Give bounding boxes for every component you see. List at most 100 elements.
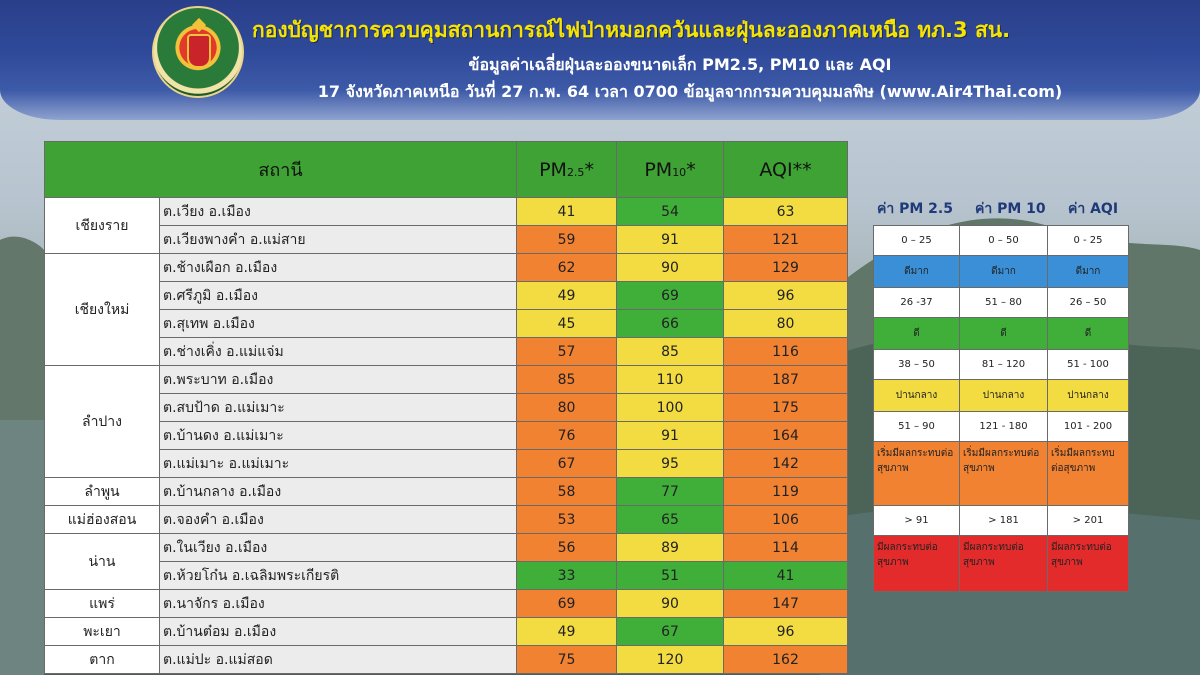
- province-cell: ลำพูน: [44, 477, 160, 506]
- aqi-value-cell: 41: [723, 561, 849, 590]
- aqi-value-cell: 162: [723, 645, 849, 674]
- legend-head-aqi: ค่า AQI: [1068, 201, 1119, 217]
- station-cell: ต.นาจักร อ.เมือง: [158, 589, 518, 618]
- province-cell: ตาก: [44, 645, 160, 674]
- table-row: ลำปาง ต.พระบาท อ.เมือง 85 110 187: [44, 365, 849, 478]
- pm10-value-cell: 120: [616, 645, 725, 674]
- legend-cell: 51 - 100: [1047, 349, 1129, 380]
- station-cell: ต.แม่เมาะ อ.แม่เมาะ: [158, 449, 518, 478]
- legend-cell: 81 – 120: [959, 349, 1048, 380]
- station-cell: ต.จองคำ อ.เมือง: [158, 505, 518, 534]
- aqi-value-cell: 147: [723, 589, 849, 618]
- pm25-value-cell: 56: [516, 533, 618, 562]
- legend-cell: 0 – 25: [873, 225, 960, 256]
- table-row: แม่ฮ่องสอน ต.จองคำ อ.เมือง 53 65 106: [44, 505, 849, 534]
- pm25-value-cell: 49: [516, 281, 618, 310]
- station-cell: ต.สุเทพ อ.เมือง: [158, 309, 518, 338]
- table-header-row: สถานี PM2.5* PM10* AQI**: [43, 141, 849, 198]
- table-row: น่าน ต.ในเวียง อ.เมือง 56 89 114: [44, 533, 849, 590]
- legend-level-cell: มีผลกระทบต่อสุขภาพ: [959, 535, 1048, 592]
- col-header-pm10: PM10*: [616, 141, 725, 198]
- legend-level-cell: เริ่มมีผลกระทบต่อสุขภาพ: [1047, 441, 1129, 506]
- station-cell: ต.สบป้าด อ.แม่เมาะ: [158, 393, 518, 422]
- legend-level-cell: ดีมาก: [959, 255, 1048, 288]
- legend-cell: 26 – 50: [1047, 287, 1129, 318]
- table-row: ต.ช่างเคิ่ง อ.แม่แจ่ม 57 85 116: [45, 337, 849, 366]
- header-title: กองบัญชาการควบคุมสถานการณ์ไฟป่าหมอกควันแ…: [252, 18, 1011, 42]
- province-cell: เชียงราย: [44, 197, 160, 254]
- pm25-base: PM: [539, 158, 567, 181]
- pm10-value-cell: 90: [616, 253, 725, 282]
- table-body: เชียงราย ต.เวียง อ.เมือง 41 54 63 ต.เวียงพางค…: [44, 197, 849, 674]
- table-row: เชียงราย ต.เวียง อ.เมือง 41 54 63: [44, 197, 849, 254]
- pm10-value-cell: 66: [616, 309, 725, 338]
- legend-level-row-good: ดี ดี ดี: [873, 317, 1129, 350]
- legend-level-cell: ดี: [959, 317, 1048, 350]
- table-row: ต.ห้วยโก๋น อ.เฉลิมพระเกียรติ 33 51 41: [45, 561, 849, 590]
- aqi-value-cell: 63: [723, 197, 849, 226]
- province-cell: แพร่: [44, 589, 160, 618]
- province-cell: น่าน: [44, 533, 160, 590]
- aqi-value-cell: 142: [723, 449, 849, 478]
- pm10-value-cell: 100: [616, 393, 725, 422]
- legend-level-cell: ปานกลาง: [959, 379, 1048, 412]
- header-banner: กองบัญชาการควบคุมสถานการณ์ไฟป่าหมอกควันแ…: [0, 0, 1200, 120]
- army-emblem-logo: [152, 6, 244, 98]
- aqi-value-cell: 96: [723, 281, 849, 310]
- legend-level-row-moderate: ปานกลาง ปานกลาง ปานกลาง: [873, 379, 1129, 412]
- legend-table: 0 – 25 0 – 50 0 - 25 ดีมาก ดีมาก ดีมาก 2…: [873, 225, 1129, 592]
- station-cell: ต.บ้านกลาง อ.เมือง: [158, 477, 518, 506]
- aqi-value-cell: 164: [723, 421, 849, 450]
- station-cell: ต.พระบาท อ.เมือง: [158, 365, 518, 394]
- aqi-value-cell: 96: [723, 617, 849, 646]
- pm10-star: *: [686, 158, 696, 181]
- legend-level-cell: ปานกลาง: [873, 379, 960, 412]
- legend-level-cell: มีผลกระทบต่อสุขภาพ: [1047, 535, 1129, 592]
- legend-cell: 26 -37: [873, 287, 960, 318]
- pm25-value-cell: 75: [516, 645, 618, 674]
- pm10-value-cell: 65: [616, 505, 725, 534]
- legend-range-row-4: 51 – 90 121 - 180 101 - 200: [873, 411, 1129, 442]
- legend-cell: 0 – 50: [959, 225, 1048, 256]
- aqi-value-cell: 175: [723, 393, 849, 422]
- emblem-shield-icon: [187, 34, 211, 68]
- legend-cell: > 181: [959, 505, 1048, 536]
- table-row: ต.เวียงพางคำ อ.แม่สาย 59 91 121: [45, 225, 849, 254]
- legend-cell: 38 – 50: [873, 349, 960, 380]
- legend-level-cell: ปานกลาง: [1047, 379, 1129, 412]
- table-row: ตาก ต.แม่ปะ อ.แม่สอด 75 120 162: [44, 645, 849, 674]
- pm25-star: *: [584, 158, 594, 181]
- station-cell: ต.ช้างเผือก อ.เมือง: [158, 253, 518, 282]
- pm10-value-cell: 89: [616, 533, 725, 562]
- aqi-value-cell: 187: [723, 365, 849, 394]
- pm10-value-cell: 91: [616, 421, 725, 450]
- pm25-value-cell: 45: [516, 309, 618, 338]
- pm10-value-cell: 67: [616, 617, 725, 646]
- col-header-aqi: AQI**: [723, 141, 849, 198]
- pm25-sub: 2.5: [566, 165, 585, 179]
- legend-level-cell: ดีมาก: [873, 255, 960, 288]
- legend-cell: 101 - 200: [1047, 411, 1129, 442]
- pm25-value-cell: 53: [516, 505, 618, 534]
- table-row: ต.แม่เมาะ อ.แม่เมาะ 67 95 142: [45, 449, 849, 478]
- legend-level-row-very-good: ดีมาก ดีมาก ดีมาก: [873, 255, 1129, 288]
- station-cell: ต.บ้านดง อ.แม่เมาะ: [158, 421, 518, 450]
- legend-range-row-3: 38 – 50 81 – 120 51 - 100: [873, 349, 1129, 380]
- pm25-value-cell: 69: [516, 589, 618, 618]
- emblem-star-icon: [191, 17, 207, 33]
- legend-range-row-1: 0 – 25 0 – 50 0 - 25: [873, 225, 1129, 256]
- legend-head-pm25: ค่า PM 2.5: [877, 201, 953, 217]
- legend-range-row-5: > 91 > 181 > 201: [873, 505, 1129, 536]
- pm10-value-cell: 69: [616, 281, 725, 310]
- legend-level-row-starting-effect: เริ่มมีผลกระทบต่อสุขภาพ เริ่มมีผลกระทบต่…: [873, 441, 1129, 506]
- legend-range-row-2: 26 -37 51 – 80 26 – 50: [873, 287, 1129, 318]
- col-header-pm25: PM2.5*: [516, 141, 618, 198]
- aqi-value-cell: 106: [723, 505, 849, 534]
- station-cell: ต.ศรีภูมิ อ.เมือง: [158, 281, 518, 310]
- pm10-value-cell: 51: [616, 561, 725, 590]
- pm25-value-cell: 57: [516, 337, 618, 366]
- aqi-value-cell: 116: [723, 337, 849, 366]
- table-row: ลำพูน ต.บ้านกลาง อ.เมือง 58 77 119: [44, 477, 849, 506]
- station-cell: ต.ช่างเคิ่ง อ.แม่แจ่ม: [158, 337, 518, 366]
- table-row: ต.บ้านดง อ.แม่เมาะ 76 91 164: [45, 421, 849, 450]
